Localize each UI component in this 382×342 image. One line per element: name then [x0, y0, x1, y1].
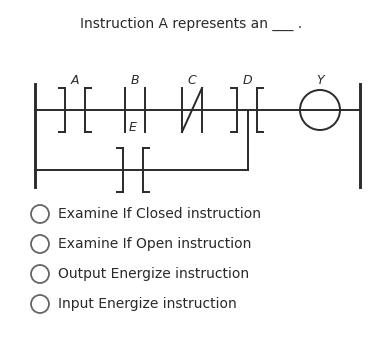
- Text: C: C: [188, 74, 196, 87]
- Text: A: A: [71, 74, 79, 87]
- Text: Y: Y: [316, 74, 324, 87]
- Text: Examine If Open instruction: Examine If Open instruction: [58, 237, 251, 251]
- Text: Examine If Closed instruction: Examine If Closed instruction: [58, 207, 261, 221]
- Text: Instruction A represents an ___ .: Instruction A represents an ___ .: [80, 17, 302, 31]
- Text: D: D: [242, 74, 252, 87]
- Text: E: E: [129, 121, 137, 134]
- Text: Input Energize instruction: Input Energize instruction: [58, 297, 237, 311]
- Text: B: B: [131, 74, 139, 87]
- Text: Output Energize instruction: Output Energize instruction: [58, 267, 249, 281]
